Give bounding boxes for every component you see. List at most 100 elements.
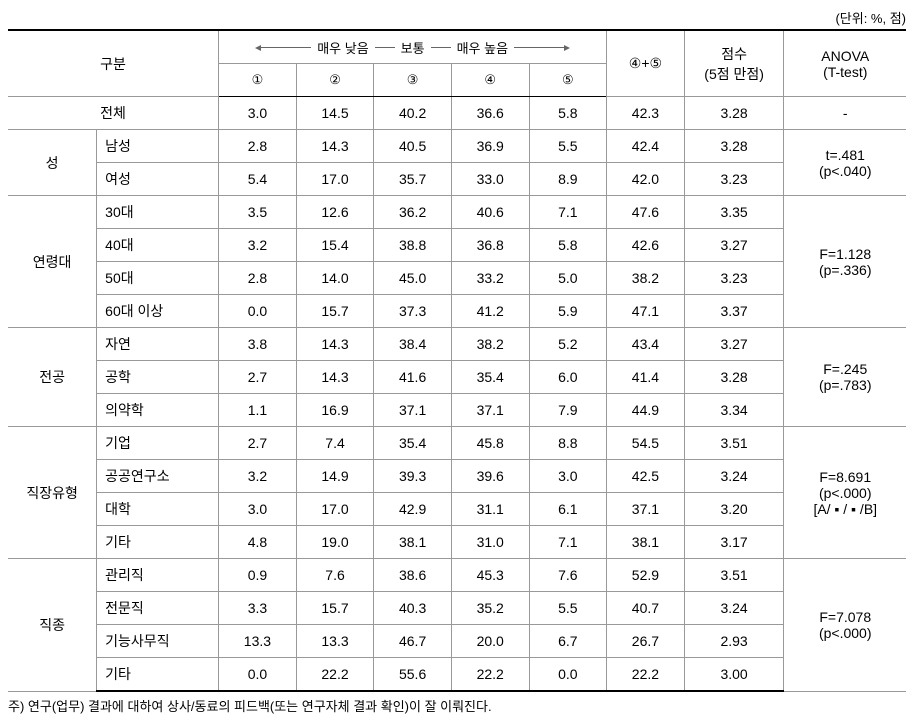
header-c2: ② xyxy=(296,64,374,97)
value-cell: 41.2 xyxy=(451,295,529,328)
data-table: 구분 매우 낮음 보통 매우 높음 ④+⑤ 점수 (5점 만점) ANOVA (… xyxy=(8,29,906,692)
header-scale: 매우 낮음 보통 매우 높음 xyxy=(219,30,607,64)
value-cell: 17.0 xyxy=(296,163,374,196)
value-cell: 22.2 xyxy=(296,658,374,692)
value-cell: 36.9 xyxy=(451,130,529,163)
value-cell: 45.3 xyxy=(451,559,529,592)
score-cell: 3.23 xyxy=(684,163,784,196)
value-cell: 7.4 xyxy=(296,427,374,460)
value-cell: 38.1 xyxy=(374,526,452,559)
value-cell: 38.2 xyxy=(451,328,529,361)
value-cell: 5.9 xyxy=(529,295,607,328)
sum-cell: 52.9 xyxy=(607,559,685,592)
value-cell: 37.1 xyxy=(374,394,452,427)
value-cell: 6.7 xyxy=(529,625,607,658)
score-cell: 3.27 xyxy=(684,229,784,262)
value-cell: 38.4 xyxy=(374,328,452,361)
value-cell: 14.3 xyxy=(296,130,374,163)
sum-cell: 38.1 xyxy=(607,526,685,559)
value-cell: 3.0 xyxy=(529,460,607,493)
anova-cell: F=7.078(p<.000) xyxy=(784,559,906,692)
value-cell: 42.9 xyxy=(374,493,452,526)
value-cell: 5.0 xyxy=(529,262,607,295)
value-cell: 0.0 xyxy=(219,295,297,328)
row-label: 40대 xyxy=(97,229,219,262)
table-body: 전체3.014.540.236.65.842.33.28-성남성2.814.34… xyxy=(8,97,906,692)
score-cell: 3.37 xyxy=(684,295,784,328)
group-name: 전공 xyxy=(8,328,97,427)
value-cell: 5.8 xyxy=(529,97,607,130)
value-cell: 36.8 xyxy=(451,229,529,262)
value-cell: 13.3 xyxy=(296,625,374,658)
score-cell: 3.28 xyxy=(684,97,784,130)
scale-low-label: 매우 낮음 xyxy=(311,38,374,57)
group-name: 직종 xyxy=(8,559,97,692)
value-cell: 45.8 xyxy=(451,427,529,460)
score-cell: 3.34 xyxy=(684,394,784,427)
row-label: 여성 xyxy=(97,163,219,196)
value-cell: 14.3 xyxy=(296,328,374,361)
value-cell: 3.2 xyxy=(219,229,297,262)
value-cell: 7.9 xyxy=(529,394,607,427)
value-cell: 5.8 xyxy=(529,229,607,262)
row-label: 60대 이상 xyxy=(97,295,219,328)
value-cell: 45.0 xyxy=(374,262,452,295)
anova-cell: F=8.691(p<.000)[A/ ▪ / ▪ /B] xyxy=(784,427,906,559)
sum-cell: 47.6 xyxy=(607,196,685,229)
value-cell: 6.0 xyxy=(529,361,607,394)
value-cell: 35.4 xyxy=(374,427,452,460)
value-cell: 31.0 xyxy=(451,526,529,559)
row-label: 자연 xyxy=(97,328,219,361)
header-c5: ⑤ xyxy=(529,64,607,97)
value-cell: 3.0 xyxy=(219,97,297,130)
value-cell: 3.8 xyxy=(219,328,297,361)
score-cell: 3.51 xyxy=(684,427,784,460)
score-cell: 3.51 xyxy=(684,559,784,592)
score-cell: 3.23 xyxy=(684,262,784,295)
value-cell: 31.1 xyxy=(451,493,529,526)
score-cell: 3.27 xyxy=(684,328,784,361)
row-label: 의약학 xyxy=(97,394,219,427)
value-cell: 39.6 xyxy=(451,460,529,493)
value-cell: 5.4 xyxy=(219,163,297,196)
value-cell: 2.8 xyxy=(219,262,297,295)
header-category: 구분 xyxy=(8,30,219,97)
value-cell: 36.6 xyxy=(451,97,529,130)
row-label: 남성 xyxy=(97,130,219,163)
sum-cell: 42.0 xyxy=(607,163,685,196)
value-cell: 3.5 xyxy=(219,196,297,229)
value-cell: 37.3 xyxy=(374,295,452,328)
anova-cell: - xyxy=(784,97,906,130)
value-cell: 15.4 xyxy=(296,229,374,262)
value-cell: 4.8 xyxy=(219,526,297,559)
value-cell: 12.6 xyxy=(296,196,374,229)
group-name: 성 xyxy=(8,130,97,196)
score-cell: 3.24 xyxy=(684,460,784,493)
unit-label: (단위: %, 점) xyxy=(8,8,906,27)
sum-cell: 47.1 xyxy=(607,295,685,328)
row-label: 30대 xyxy=(97,196,219,229)
value-cell: 38.8 xyxy=(374,229,452,262)
value-cell: 0.0 xyxy=(529,658,607,692)
value-cell: 14.5 xyxy=(296,97,374,130)
row-label: 기타 xyxy=(97,658,219,692)
value-cell: 19.0 xyxy=(296,526,374,559)
sum-cell: 40.7 xyxy=(607,592,685,625)
value-cell: 40.3 xyxy=(374,592,452,625)
score-cell: 3.35 xyxy=(684,196,784,229)
value-cell: 41.6 xyxy=(374,361,452,394)
sum-cell: 22.2 xyxy=(607,658,685,692)
value-cell: 5.5 xyxy=(529,130,607,163)
value-cell: 6.1 xyxy=(529,493,607,526)
value-cell: 55.6 xyxy=(374,658,452,692)
value-cell: 22.2 xyxy=(451,658,529,692)
value-cell: 5.5 xyxy=(529,592,607,625)
row-label: 전문직 xyxy=(97,592,219,625)
row-label: 공공연구소 xyxy=(97,460,219,493)
table-header: 구분 매우 낮음 보통 매우 높음 ④+⑤ 점수 (5점 만점) ANOVA (… xyxy=(8,30,906,97)
sum-cell: 38.2 xyxy=(607,262,685,295)
value-cell: 7.6 xyxy=(529,559,607,592)
header-c3: ③ xyxy=(374,64,452,97)
score-cell: 3.00 xyxy=(684,658,784,692)
score-cell: 3.28 xyxy=(684,361,784,394)
